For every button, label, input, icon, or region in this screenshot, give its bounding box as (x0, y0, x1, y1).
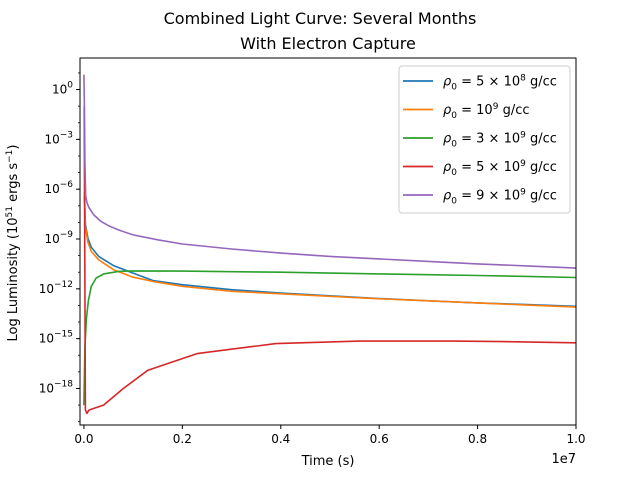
x-tick-label: 0.4 (271, 432, 290, 446)
x-axis-ticks: 0.0 0.2 0.4 0.6 0.8 1.0 (74, 425, 586, 446)
y-tick-label: 10−12 (39, 280, 73, 296)
series-layer (83, 74, 577, 415)
y-axis-ticks: 100 10−3 10−6 10−9 10−12 10−15 10−18 (39, 72, 80, 423)
y-tick-label: 10−9 (44, 230, 73, 246)
y-tick-label: 10−18 (39, 379, 74, 395)
y-tick-label: 10−6 (44, 180, 73, 196)
chart-subtitle: With Electron Capture (240, 34, 416, 53)
x-tick-label: 0.0 (74, 432, 93, 446)
y-axis-label: Log Luminosity (1051 ergs s−1) (5, 145, 21, 342)
legend: ρ0 = 5 × 108 g/cc ρ0 = 109 g/cc ρ0 = 3 × 1… (398, 65, 571, 214)
legend-label-4: ρ0 = 5 × 109 g/cc (443, 159, 557, 178)
x-axis-label: Time (s) (301, 454, 355, 469)
legend-label-5: ρ0 = 9 × 109 g/cc (443, 188, 557, 207)
y-tick-label: 10−3 (44, 130, 73, 146)
plot-frame (79, 57, 577, 426)
series-line-4 (83, 106, 577, 415)
x-tick-label: 0.6 (370, 432, 389, 446)
legend-box (398, 65, 571, 214)
y-tick-label: 100 (52, 81, 73, 97)
series-line-3 (83, 270, 577, 406)
x-axis-offset-label: 1e7 (551, 452, 576, 467)
x-tick-label: 0.2 (173, 432, 192, 446)
series-line-5 (83, 74, 577, 269)
y-tick-label: 10−15 (39, 330, 73, 346)
chart-title: Combined Light Curve: Several Months (164, 9, 477, 28)
series-line-2 (83, 192, 577, 308)
legend-label-2: ρ0 = 109 g/cc (443, 102, 530, 121)
x-tick-label: 0.8 (468, 432, 487, 446)
legend-label-1: ρ0 = 5 × 108 g/cc (443, 74, 557, 93)
legend-label-3: ρ0 = 3 × 109 g/cc (443, 131, 557, 150)
x-tick-label: 1.0 (566, 432, 585, 446)
